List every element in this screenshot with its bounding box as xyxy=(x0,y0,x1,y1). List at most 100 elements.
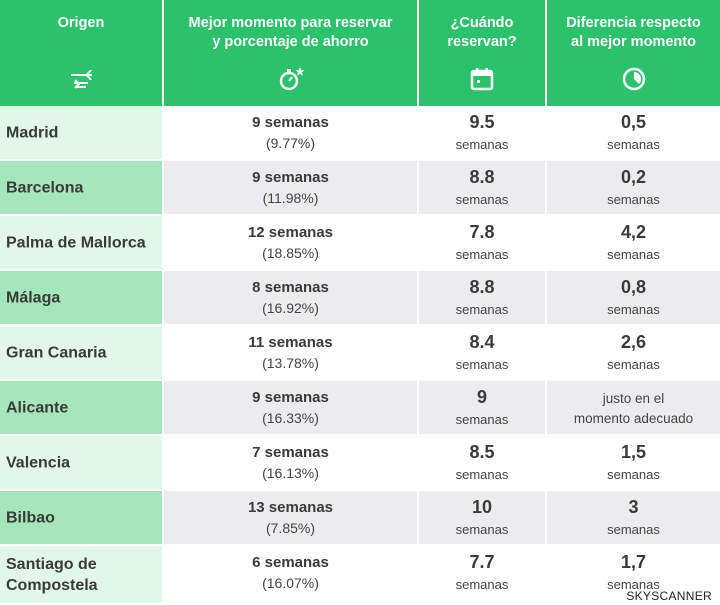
best-cell: 12 semanas (18.85%) xyxy=(164,216,417,269)
best-weeks: 11 semanas xyxy=(248,334,333,351)
best-weeks: 9 semanas xyxy=(252,114,329,131)
best-weeks: 9 semanas xyxy=(252,389,329,406)
when-cell: 8.8 semanas xyxy=(419,271,545,324)
saving-percent: (16.13%) xyxy=(262,465,319,481)
origin-cell: Málaga xyxy=(0,271,162,324)
calendar-icon xyxy=(470,68,494,91)
diff-note-line2: momento adecuado xyxy=(573,411,694,426)
diff-value: 1,5 xyxy=(620,442,647,462)
table-row: Bilbao 13 semanas (7.85%) 10 semanas 3 sema… xyxy=(0,491,720,546)
diff-unit: semanas xyxy=(607,577,660,592)
table-row: Madrid 9 semanas (9.77%) 9.5 semanas 0,5 se… xyxy=(0,106,720,161)
table-row: Gran Canaria 11 semanas (13.78%) 8.4 seman… xyxy=(0,326,720,381)
table-row: Barcelona 9 semanas (11.98%) 8.8 semanas 0… xyxy=(0,161,720,216)
best-weeks: 7 semanas xyxy=(252,444,329,461)
origin-cell: Gran Canaria xyxy=(0,326,162,379)
when-value: 7.7 xyxy=(469,552,495,572)
best-cell: 13 semanas (7.85%) xyxy=(164,491,417,544)
diff-value: 2,6 xyxy=(620,332,647,352)
origin-cell: Valencia xyxy=(0,436,162,489)
diff-cell: justo en el momento adecuado xyxy=(547,381,720,434)
when-unit: semanas xyxy=(455,137,509,152)
header-best-moment: Mejor momento para reservar y porcentaje… xyxy=(164,0,417,106)
saving-percent: (13.78%) xyxy=(262,355,319,371)
when-value: 8.8 xyxy=(469,167,495,187)
best-cell: 9 semanas (9.77%) xyxy=(164,106,417,159)
diff-cell: 0,8 semanas xyxy=(547,271,720,324)
best-cell: 11 semanas (13.78%) xyxy=(164,326,417,379)
when-value: 8.5 xyxy=(469,442,495,462)
diff-unit: semanas xyxy=(607,247,660,262)
when-cell: 7.7 semanas xyxy=(419,546,545,603)
when-cell: 10 semanas xyxy=(419,491,545,544)
diff-note-line1: justo en el xyxy=(602,391,665,406)
diff-cell: 1,5 semanas xyxy=(547,436,720,489)
header-origin-label: Origen xyxy=(57,15,105,31)
when-unit: semanas xyxy=(455,192,509,207)
header-origin: Origen xyxy=(0,0,162,106)
origin-cell: Barcelona xyxy=(0,161,162,214)
when-unit: semanas xyxy=(455,577,509,592)
header-best-line1: Mejor momento para reservar xyxy=(188,15,393,31)
diff-unit: semanas xyxy=(607,522,660,537)
source-credit: SKYSCANNER xyxy=(624,589,714,603)
saving-percent: (11.98%) xyxy=(262,190,319,206)
best-weeks: 8 semanas xyxy=(252,279,329,296)
diff-value: 1,7 xyxy=(620,552,647,572)
when-cell: 8.8 semanas xyxy=(419,161,545,214)
table-row: Málaga 8 semanas (16.92%) 8.8 semanas 0,8 s… xyxy=(0,271,720,326)
header-when-line1: ¿Cuándo xyxy=(450,15,514,31)
diff-unit: semanas xyxy=(607,467,660,482)
when-value: 10 xyxy=(471,497,493,517)
origin-name: Santiago de Compostela xyxy=(6,555,98,594)
header-diff-line1: Diferencia respecto xyxy=(566,15,701,31)
diff-value: 0,2 xyxy=(620,167,647,187)
saving-percent: (16.07%) xyxy=(262,575,319,591)
when-value: 8.8 xyxy=(469,277,495,297)
origin-name: Barcelona xyxy=(6,179,84,196)
origin-cell: Bilbao xyxy=(0,491,162,544)
diff-value: 0,5 xyxy=(620,112,647,132)
diff-value: 4,2 xyxy=(620,222,647,242)
header-when: ¿Cuándo reservan? xyxy=(419,0,545,106)
table-row: Alicante 9 semanas (16.33%) 9 semanas just… xyxy=(0,381,720,436)
header-when-line2: reservan? xyxy=(447,34,517,50)
when-cell: 7.8 semanas xyxy=(419,216,545,269)
diff-cell: 3 semanas xyxy=(547,491,720,544)
best-weeks: 6 semanas xyxy=(252,554,329,571)
when-unit: semanas xyxy=(455,467,509,482)
diff-unit: semanas xyxy=(607,137,660,152)
saving-percent: (18.85%) xyxy=(262,245,319,261)
diff-unit: semanas xyxy=(607,302,660,317)
header-difference: Diferencia respecto al mejor momento xyxy=(547,0,720,106)
origin-cell: Santiago de Compostela xyxy=(0,546,162,603)
diff-note: justo en el momento adecuado xyxy=(547,389,720,429)
origin-cell: Palma de Mallorca xyxy=(0,216,162,269)
best-weeks: 9 semanas xyxy=(252,169,329,186)
diff-cell: 0,5 semanas xyxy=(547,106,720,159)
when-cell: 9.5 semanas xyxy=(419,106,545,159)
origin-name: Málaga xyxy=(6,289,61,306)
diff-unit: semanas xyxy=(607,192,660,207)
best-cell: 8 semanas (16.92%) xyxy=(164,271,417,324)
best-cell: 7 semanas (16.13%) xyxy=(164,436,417,489)
header-diff-line2: al mejor momento xyxy=(571,34,696,50)
stopwatch-star-icon xyxy=(279,67,304,91)
origin-name: Valencia xyxy=(6,454,71,471)
best-cell: 9 semanas (11.98%) xyxy=(164,161,417,214)
diff-cell: 0,2 semanas xyxy=(547,161,720,214)
best-cell: 9 semanas (16.33%) xyxy=(164,381,417,434)
best-weeks: 13 semanas xyxy=(247,499,334,516)
diff-value: 0,8 xyxy=(620,277,647,297)
when-unit: semanas xyxy=(455,247,509,262)
when-cell: 8.4 semanas xyxy=(419,326,545,379)
saving-percent: (16.33%) xyxy=(262,410,319,426)
origin-cell: Alicante xyxy=(0,381,162,434)
when-value: 8.4 xyxy=(469,332,495,352)
origin-name: Palma de Mallorca xyxy=(6,234,146,251)
origin-name: Gran Canaria xyxy=(6,344,107,361)
saving-percent: (7.85%) xyxy=(265,520,316,536)
origin-name: Madrid xyxy=(6,124,59,141)
origin-cell: Madrid xyxy=(0,106,162,159)
when-value: 9.5 xyxy=(469,112,495,132)
